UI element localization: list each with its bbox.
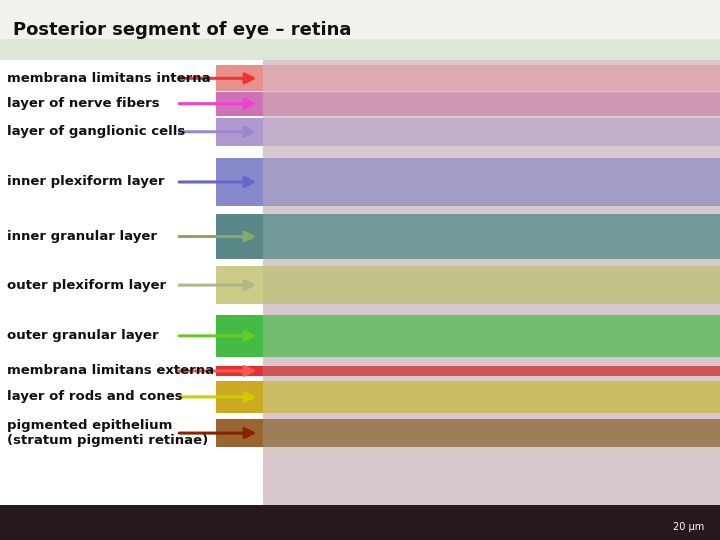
Bar [216, 214, 263, 259]
Bar [216, 419, 263, 447]
Text: 20 μm: 20 μm [673, 522, 704, 531]
Bar [263, 118, 720, 146]
Text: outer plexiform layer: outer plexiform layer [7, 279, 166, 292]
Bar [263, 65, 720, 91]
Bar [0, 505, 720, 540]
Bar [216, 158, 263, 206]
Bar [216, 366, 263, 376]
Bar [263, 92, 720, 116]
Bar [263, 381, 720, 413]
Text: membrana limitans externa: membrana limitans externa [7, 364, 215, 377]
Text: inner plexiform layer: inner plexiform layer [7, 176, 165, 188]
Text: layer of nerve fibers: layer of nerve fibers [7, 97, 160, 110]
Bar [263, 366, 720, 376]
Text: outer granular layer: outer granular layer [7, 329, 159, 342]
Bar [216, 266, 263, 304]
Text: layer of rods and cones: layer of rods and cones [7, 390, 183, 403]
Bar [263, 315, 720, 357]
Text: Posterior segment of eye – retina: Posterior segment of eye – retina [13, 21, 351, 39]
Bar [263, 158, 720, 206]
Bar [0, 39, 720, 60]
Bar [263, 266, 720, 304]
Text: pigmented epithelium
(stratum pigmenti retinae): pigmented epithelium (stratum pigmenti r… [7, 419, 209, 447]
Text: membrana limitans interna: membrana limitans interna [7, 72, 211, 85]
Bar [216, 92, 263, 116]
Bar [263, 214, 720, 259]
Bar [263, 419, 720, 447]
Bar [263, 60, 720, 508]
Bar [216, 118, 263, 146]
Bar [216, 381, 263, 413]
Text: layer of ganglionic cells: layer of ganglionic cells [7, 125, 186, 138]
Text: inner granular layer: inner granular layer [7, 230, 157, 243]
Bar [216, 65, 263, 91]
Bar [0, 60, 263, 508]
Bar [216, 315, 263, 357]
